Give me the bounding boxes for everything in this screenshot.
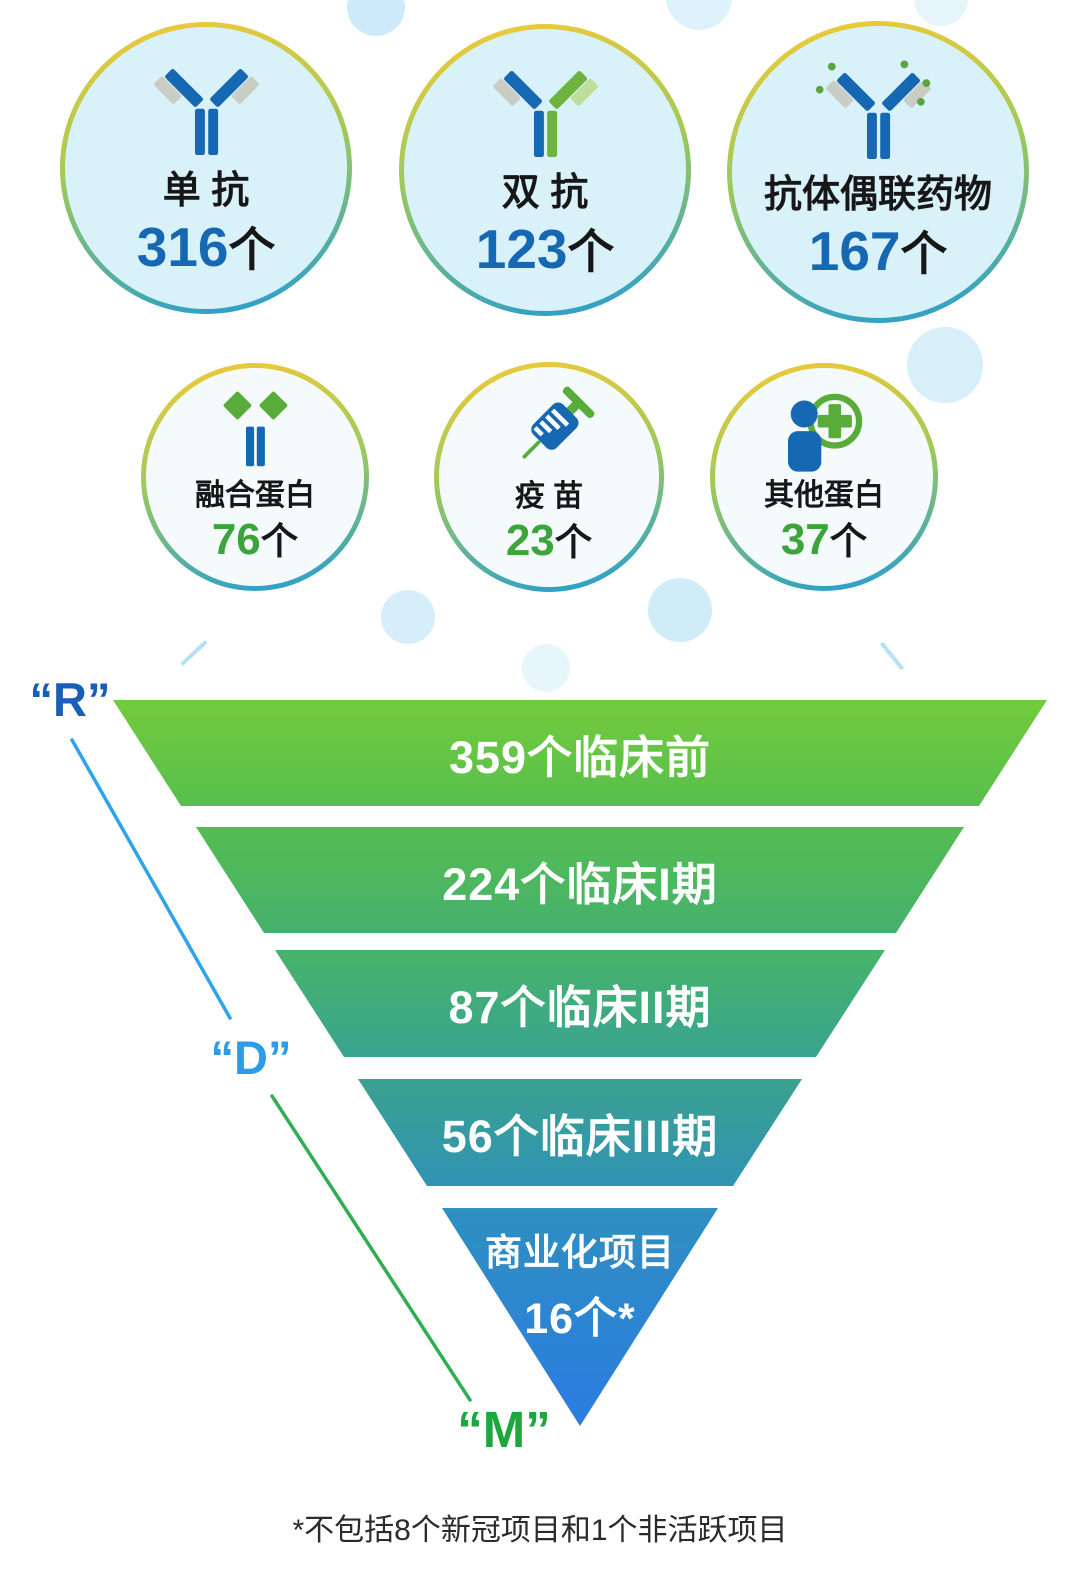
category-count: 23个 — [506, 515, 592, 568]
funnel-stage-label: 商业化项目 — [485, 1232, 675, 1273]
vaccine-syringe-icon — [501, 386, 597, 478]
count-number: 316 — [136, 215, 229, 278]
decor-bubble — [522, 644, 570, 692]
category-count: 316个 — [137, 214, 276, 280]
category-count: 167个 — [809, 218, 948, 284]
count-number: 76 — [211, 514, 261, 564]
funnel-stage-label: 359个临床前 — [448, 731, 712, 783]
count-unit: 个 — [554, 520, 593, 563]
fusion-protein-icon — [201, 387, 309, 477]
category-count: 37个 — [781, 514, 867, 567]
funnel-stage-phase1: 224个临床I期 — [196, 827, 964, 933]
other-protein-icon — [770, 387, 878, 477]
d-to-m-line — [270, 1094, 472, 1402]
count-unit: 个 — [228, 223, 276, 276]
category-circle-bsab: 双 抗 123个 — [399, 24, 691, 316]
r-to-d-line — [70, 738, 232, 1020]
milestone-r-label: “R” — [29, 673, 111, 726]
milestone-m-label: “M” — [457, 1401, 551, 1458]
bispecific-antibody-icon — [479, 58, 611, 168]
milestone-d-label: “D” — [210, 1031, 292, 1084]
count-unit: 个 — [900, 227, 948, 280]
category-circle-fusion: 融合蛋白 76个 — [141, 363, 369, 591]
funnel-stage-label: 224个临床I期 — [442, 858, 718, 910]
category-label: 其他蛋白 — [764, 479, 884, 513]
funnel-stage-label: 87个临床II期 — [448, 982, 712, 1033]
count-number: 37 — [780, 514, 830, 564]
decor-bubble — [648, 578, 712, 642]
funnel-stage-phase2: 87个临床II期 — [275, 950, 885, 1057]
funnel-stage-preclinical: 359个临床前 — [113, 700, 1047, 806]
category-label: 双 抗 — [501, 172, 589, 215]
category-circle-adc: 抗体偶联药物 167个 — [727, 21, 1029, 323]
category-circle-other: 其他蛋白 37个 — [710, 363, 938, 591]
category-circle-fusion-body: 融合蛋白 76个 — [146, 368, 364, 586]
category-circle-mab-body: 单 抗 316个 — [65, 27, 347, 309]
funnel-stage-sublabel: 16个* — [524, 1295, 636, 1343]
category-circle-vaccine-body: 疫 苗 23个 — [439, 367, 659, 587]
monoclonal-antibody-icon — [140, 56, 272, 166]
count-number: 167 — [808, 219, 901, 282]
category-circle-other-body: 其他蛋白 37个 — [715, 368, 933, 586]
category-label: 单 抗 — [162, 170, 250, 213]
category-count: 76个 — [212, 514, 298, 567]
category-circle-bsab-body: 双 抗 123个 — [404, 29, 686, 311]
funnel-stage-label: 56个临床III期 — [441, 1111, 719, 1162]
category-label: 融合蛋白 — [195, 479, 315, 513]
count-number: 123 — [475, 217, 568, 280]
category-circle-adc-body: 抗体偶联药物 167个 — [732, 26, 1024, 318]
category-circle-vaccine: 疫 苗 23个 — [434, 362, 664, 592]
category-label: 抗体偶联药物 — [763, 174, 992, 217]
category-label: 疫 苗 — [514, 480, 584, 514]
count-unit: 个 — [829, 519, 868, 562]
footnote: *不包括8个新冠项目和1个非活跃项目 — [292, 1514, 788, 1547]
category-count: 123个 — [476, 216, 615, 282]
decor-bubble — [381, 590, 435, 644]
adc-antibody-icon — [812, 60, 944, 170]
funnel-stage-phase3: 56个临床III期 — [358, 1079, 802, 1186]
count-unit: 个 — [260, 519, 299, 562]
count-unit: 个 — [567, 225, 615, 278]
decor-bubble — [907, 327, 983, 403]
category-circle-mab: 单 抗 316个 — [60, 22, 352, 314]
count-number: 23 — [505, 515, 555, 565]
